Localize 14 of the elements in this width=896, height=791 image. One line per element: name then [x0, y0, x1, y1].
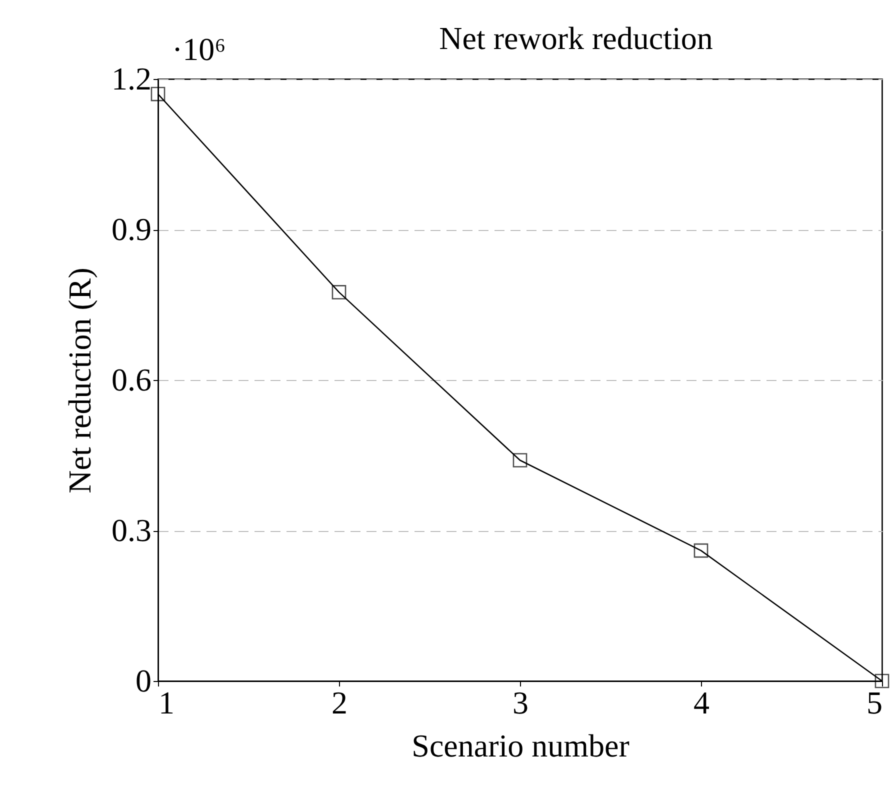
chart-title: Net rework reduction	[439, 20, 713, 56]
x-tick-label: 2	[332, 684, 348, 720]
x-axis-title: Scenario number	[412, 728, 630, 764]
y-tick-label: 0	[136, 662, 152, 698]
x-tick-label: 4	[694, 684, 710, 720]
y-tick-label: 0.6	[112, 362, 152, 398]
x-tick-label: 1	[158, 684, 174, 720]
y-tick-label: 0.9	[112, 211, 152, 247]
x-tick-label: 3	[512, 684, 528, 720]
y-tick-label: 0.3	[112, 512, 152, 548]
y-tick-label: 1.2	[112, 60, 152, 96]
x-tick-label: 5	[866, 684, 882, 720]
text: ·10⁶	[172, 31, 226, 67]
y-axis-title: Net reduction (R)	[62, 268, 98, 494]
